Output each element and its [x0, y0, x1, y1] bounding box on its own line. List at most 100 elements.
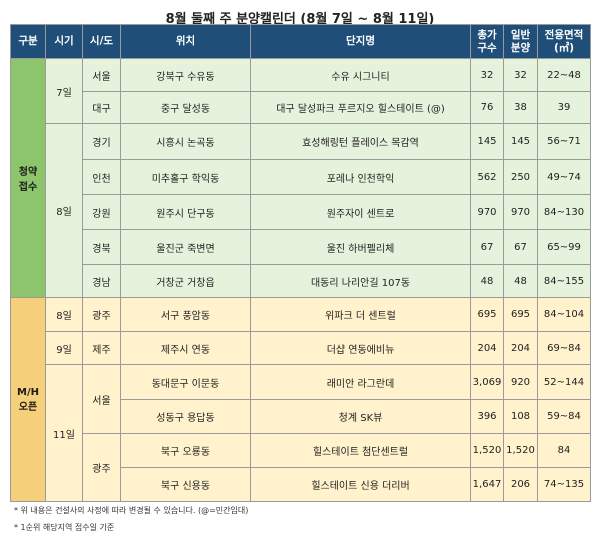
table-row: 강원 원주시 단구동 원주자이 센트로 970 970 84~130 [11, 194, 591, 230]
area-cell: 52~144 [537, 364, 591, 400]
table-row: 11일 서울 동대문구 이문동 래미안 라그란데 3,069 920 52~14… [11, 364, 591, 502]
general-units-cell: 67 [503, 229, 538, 265]
complex-cell: 효성해링턴 플레이스 목감역 [250, 123, 471, 160]
location-cell: 제주시 연동 [120, 331, 251, 365]
general-units-cell: 48 [503, 264, 538, 298]
table-row: 광주 북구 오룡동 힐스테이트 첨단센트럴 1,520 1,520 84 [11, 433, 591, 502]
table-row: 청약 접수 7일 서울 강북구 수유동 수유 시그니티 32 32 22~48 [10, 58, 591, 298]
calendar-title: 8월 둘째 주 분양캘린더 (8월 7일 ~ 8월 11일) [165, 12, 435, 27]
area-cell: 74~135 [537, 467, 591, 502]
total-units-cell: 695 [470, 297, 504, 332]
table-header-row: 구분 시기 시/도 위치 단지명 총가 구수 일반 분양 전용면적 (㎡) [10, 24, 591, 59]
category-subscription: 청약 접수 [10, 58, 46, 298]
area-cell: 22~48 [537, 58, 591, 92]
area-cell: 84~104 [537, 297, 591, 332]
general-units-cell: 920 [503, 364, 538, 400]
general-units-cell: 250 [503, 159, 538, 195]
area-cell: 65~99 [537, 229, 591, 265]
total-units-cell: 396 [470, 399, 504, 434]
region-cell: 인천 [82, 159, 121, 195]
total-units-cell: 32 [470, 58, 504, 92]
total-units-cell: 970 [470, 194, 504, 230]
header-area: 전용면적 (㎡) [537, 24, 591, 59]
region-cell: 광주 [82, 433, 121, 502]
region-cell: 서울 [82, 58, 121, 92]
location-cell: 중구 달성동 [120, 91, 251, 124]
table-row: 9일 제주 제주시 연동 더샵 연동에비뉴 204 204 69~84 [11, 331, 591, 365]
complex-cell: 울진 하버펠리체 [250, 229, 471, 265]
complex-cell: 원주자이 센트로 [250, 194, 471, 230]
region-cell: 경북 [82, 229, 121, 265]
total-units-cell: 145 [470, 123, 504, 160]
header-region: 시/도 [82, 24, 121, 59]
header-category: 구분 [10, 24, 46, 59]
area-cell: 56~71 [537, 123, 591, 160]
general-units-cell: 695 [503, 297, 538, 332]
general-units-cell: 970 [503, 194, 538, 230]
complex-cell: 대구 달성파크 푸르지오 힐스테이트 (@) [250, 91, 471, 124]
total-units-cell: 3,069 [470, 364, 504, 400]
category-mh-open: M/H 오픈 [10, 297, 46, 502]
footnote-change-notice: * 위 내용은 건설사의 사정에 따라 변경될 수 있습니다. (@=민간임대) [14, 506, 249, 515]
location-cell: 동대문구 이문동 [120, 364, 251, 400]
table-row: 성동구 용답동 청계 SK뷰 396 108 59~84 [11, 399, 591, 434]
location-cell: 성동구 용답동 [120, 399, 251, 434]
complex-cell: 더샵 연동에비뉴 [250, 331, 471, 365]
total-units-cell: 48 [470, 264, 504, 298]
location-cell: 거창군 거창읍 [120, 264, 251, 298]
table-row: 대구 중구 달성동 대구 달성파크 푸르지오 힐스테이트 (@) 76 38 3… [11, 91, 591, 124]
timing-cell: 8일 [45, 297, 83, 332]
header-complex: 단지명 [250, 24, 471, 59]
table-row: 인천 미추홀구 학익동 포레나 인천학익 562 250 49~74 [11, 159, 591, 195]
location-cell: 울진군 죽변면 [120, 229, 251, 265]
general-units-cell: 38 [503, 91, 538, 124]
general-units-cell: 32 [503, 58, 538, 92]
location-cell: 시흥시 논곡동 [120, 123, 251, 160]
complex-cell: 힐스테이트 신용 더리버 [250, 467, 471, 502]
area-cell: 59~84 [537, 399, 591, 434]
general-units-cell: 145 [503, 123, 538, 160]
general-units-cell: 204 [503, 331, 538, 365]
location-cell: 원주시 단구동 [120, 194, 251, 230]
complex-cell: 래미안 라그란데 [250, 364, 471, 400]
region-cell: 대구 [82, 91, 121, 124]
location-cell: 강북구 수유동 [120, 58, 251, 92]
table-row: 경남 거창군 거창읍 대동리 나리안길 107동 48 48 84~155 [11, 264, 591, 298]
total-units-cell: 1,520 [470, 433, 504, 468]
table-row: 북구 신용동 힐스테이트 신용 더리버 1,647 206 74~135 [11, 467, 591, 502]
general-units-cell: 206 [503, 467, 538, 502]
region-cell: 광주 [82, 297, 121, 332]
header-timing: 시기 [45, 24, 83, 59]
region-cell: 경남 [82, 264, 121, 298]
region-cell: 강원 [82, 194, 121, 230]
timing-cell: 9일 [45, 331, 83, 365]
total-units-cell: 1,647 [470, 467, 504, 502]
total-units-cell: 204 [470, 331, 504, 365]
region-cell: 서울 [82, 364, 121, 434]
area-cell: 39 [537, 91, 591, 124]
region-cell: 제주 [82, 331, 121, 365]
complex-cell: 힐스테이트 첨단센트럴 [250, 433, 471, 468]
region-cell: 경기 [82, 123, 121, 160]
general-units-cell: 1,520 [503, 433, 538, 468]
area-cell: 84~155 [537, 264, 591, 298]
timing-cell: 8일 [45, 123, 83, 298]
timing-cell: 11일 [45, 364, 83, 502]
area-cell: 49~74 [537, 159, 591, 195]
total-units-cell: 562 [470, 159, 504, 195]
table-row: 8일 경기 시흥시 논곡동 효성해링턴 플레이스 목감역 145 145 56~… [11, 123, 591, 298]
timing-cell: 7일 [45, 58, 83, 124]
general-units-cell: 108 [503, 399, 538, 434]
location-cell: 북구 신용동 [120, 467, 251, 502]
complex-cell: 포레나 인천학익 [250, 159, 471, 195]
complex-cell: 위파크 더 센트럴 [250, 297, 471, 332]
area-cell: 69~84 [537, 331, 591, 365]
table-row: M/H 오픈 8일 광주 서구 풍암동 위파크 더 센트럴 695 695 84… [10, 297, 591, 502]
area-cell: 84~130 [537, 194, 591, 230]
location-cell: 북구 오룡동 [120, 433, 251, 468]
total-units-cell: 76 [470, 91, 504, 124]
location-cell: 서구 풍암동 [120, 297, 251, 332]
complex-cell: 청계 SK뷰 [250, 399, 471, 434]
schedule-table: 구분 시기 시/도 위치 단지명 총가 구수 일반 분양 전용면적 (㎡) 청약 접수… [10, 24, 591, 502]
header-total-units: 총가 구수 [470, 24, 504, 59]
